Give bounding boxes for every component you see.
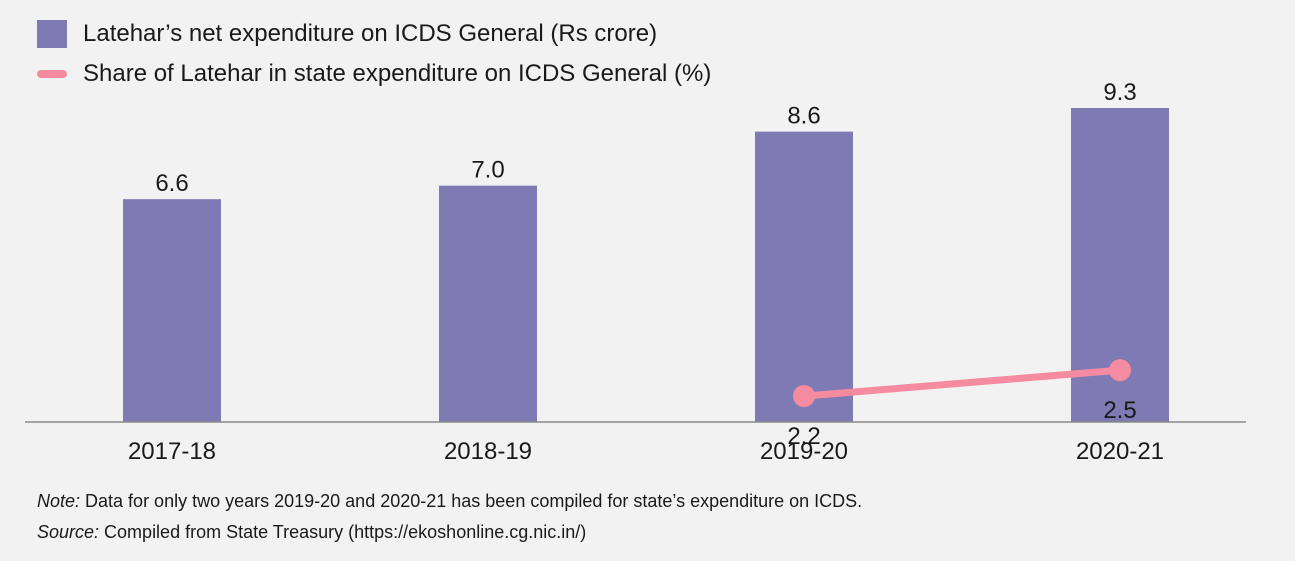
bar-value-label: 6.6 <box>155 170 188 197</box>
line-series: 2.2 2.5 <box>787 359 1137 450</box>
legend: Latehar’s net expenditure on ICDS Genera… <box>37 14 711 94</box>
x-axis-ticks: 2017-18 2018-19 2019-20 2020-21 <box>128 438 1164 465</box>
share-value-label: 2.2 <box>787 423 820 450</box>
chart: 6.6 7.0 8.6 9.3 2.2 2.5 2017-18 2018-19 2019-2… <box>25 79 1246 465</box>
share-point-2020-21 <box>1109 359 1131 382</box>
x-tick-label: 2018-19 <box>444 438 532 465</box>
source-line: Source: Compiled from State Treasury (ht… <box>37 517 862 548</box>
legend-swatch-bar <box>37 20 67 48</box>
bar-value-label: 8.6 <box>787 103 820 130</box>
bar-2019-20 <box>755 131 853 423</box>
x-tick-label: 2017-18 <box>128 438 216 465</box>
note-text: Data for only two years 2019-20 and 2020… <box>80 491 863 511</box>
source-prefix: Source: <box>37 522 100 542</box>
bar-2017-18 <box>123 199 221 422</box>
share-value-label: 2.5 <box>1103 397 1136 424</box>
legend-item-line: Share of Latehar in state expenditure on… <box>37 54 711 94</box>
legend-label-line: Share of Latehar in state expenditure on… <box>83 60 712 87</box>
share-point-2019-20 <box>793 385 815 408</box>
bar-2018-19 <box>439 185 537 422</box>
bars: 6.6 7.0 8.6 9.3 <box>123 79 1169 423</box>
notes: Note: Data for only two years 2019-20 an… <box>37 486 862 548</box>
bar-value-label: 7.0 <box>471 157 504 184</box>
share-line <box>800 366 1124 400</box>
legend-label-bar: Latehar’s net expenditure on ICDS Genera… <box>83 20 658 47</box>
source-text: Compiled from State Treasury (https://ek… <box>99 522 587 542</box>
x-tick-label: 2020-21 <box>1076 438 1164 465</box>
x-tick-label: 2019-20 <box>760 438 848 465</box>
bar-value-label: 9.3 <box>1103 79 1136 106</box>
legend-swatch-line <box>37 70 67 78</box>
legend-item-bar: Latehar’s net expenditure on ICDS Genera… <box>37 14 711 54</box>
note-line: Note: Data for only two years 2019-20 an… <box>37 486 862 517</box>
note-prefix: Note: <box>37 491 81 511</box>
